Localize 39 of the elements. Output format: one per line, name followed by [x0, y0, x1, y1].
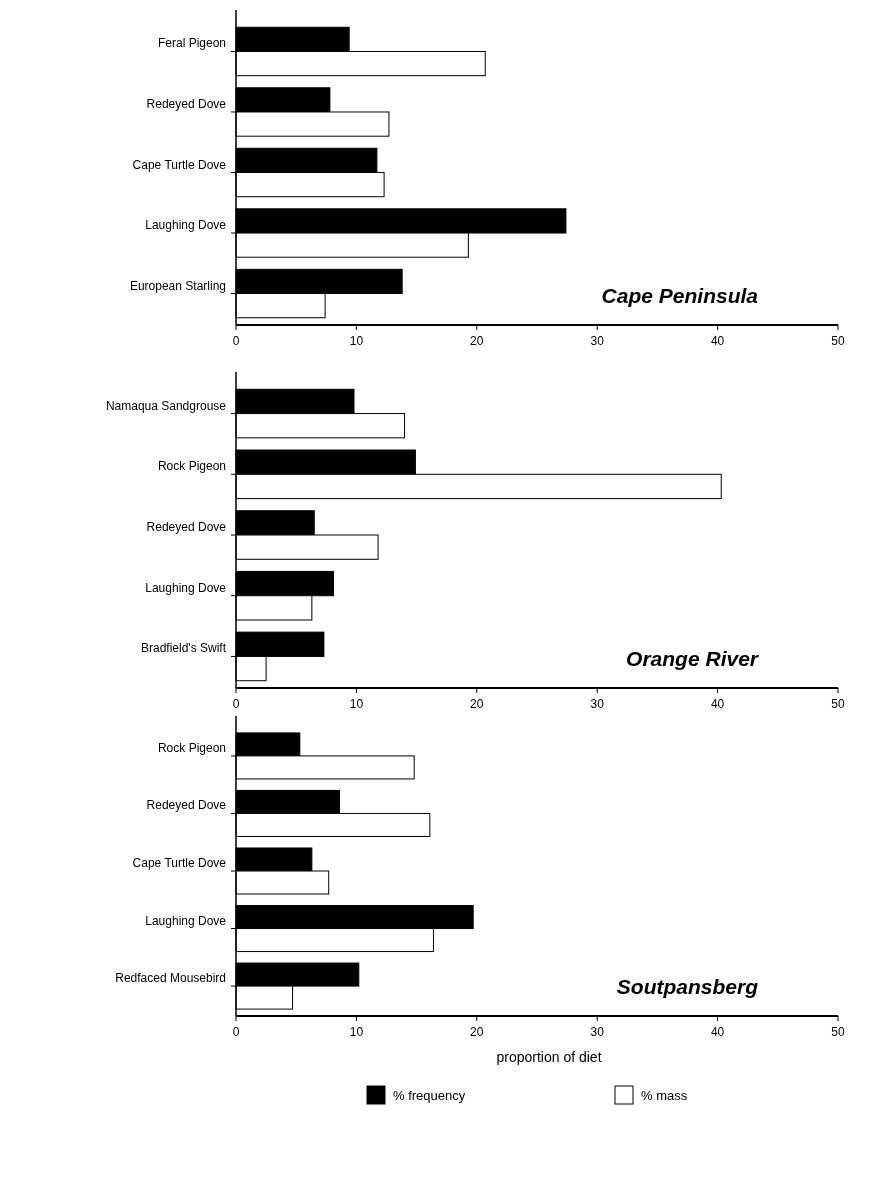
y-tick-label: Laughing Dove — [145, 913, 227, 928]
y-tick-label: Bradfield's Swift — [141, 641, 227, 656]
legend-label: % frequency — [393, 1088, 466, 1103]
annotation: Cape Peninsula — [601, 284, 759, 307]
y-tick-label: Redeyed Dove — [146, 798, 227, 813]
x-tick-label: 40 — [710, 697, 725, 711]
x-tick-label: 10 — [349, 1025, 364, 1039]
y-tick-label: Rock Pigeon — [157, 740, 226, 755]
x-tick-label: 20 — [470, 334, 484, 348]
y-tick-label: Cape Turtle Dove — [132, 856, 227, 870]
x-tick-label: 20 — [470, 697, 484, 711]
x-tick-label: 40 — [710, 1025, 725, 1039]
x-tick-label: 10 — [349, 334, 364, 348]
x-tick-label: 0 — [232, 697, 240, 711]
y-tick-label: Redeyed Dove — [146, 520, 227, 534]
y-tick-label: Laughing Dove — [145, 218, 227, 233]
x-axis-title: proportion of diet — [496, 1049, 602, 1065]
x-tick-label: 0 — [232, 334, 240, 348]
x-tick-label: 50 — [831, 697, 845, 711]
y-tick-label: Rock Pigeon — [157, 459, 226, 474]
y-tick-label: European Starling — [129, 278, 226, 293]
annotation: Soutpansberg — [616, 975, 759, 998]
y-tick-label: Cape Turtle Dove — [132, 157, 227, 172]
y-tick-label: Namaqua Sandgrouse — [105, 398, 227, 413]
legend-label: % mass — [641, 1088, 688, 1103]
x-tick-label: 20 — [470, 1025, 484, 1039]
x-tick-label: 40 — [710, 334, 725, 348]
x-tick-label: 50 — [831, 334, 845, 348]
x-tick-label: 50 — [831, 1025, 845, 1039]
y-tick-label: Feral Pigeon — [157, 36, 226, 51]
y-tick-label: Redfaced Mousebird — [115, 971, 226, 986]
y-tick-label: Redeyed Dove — [146, 96, 227, 111]
x-tick-label: 30 — [590, 697, 605, 711]
y-tick-label: Laughing Dove — [145, 580, 227, 595]
x-tick-label: 10 — [349, 697, 364, 711]
x-tick-label: 0 — [232, 1025, 240, 1039]
annotation: Orange River — [626, 647, 760, 670]
x-tick-label: 30 — [590, 334, 605, 348]
x-tick-label: 30 — [590, 1025, 605, 1039]
